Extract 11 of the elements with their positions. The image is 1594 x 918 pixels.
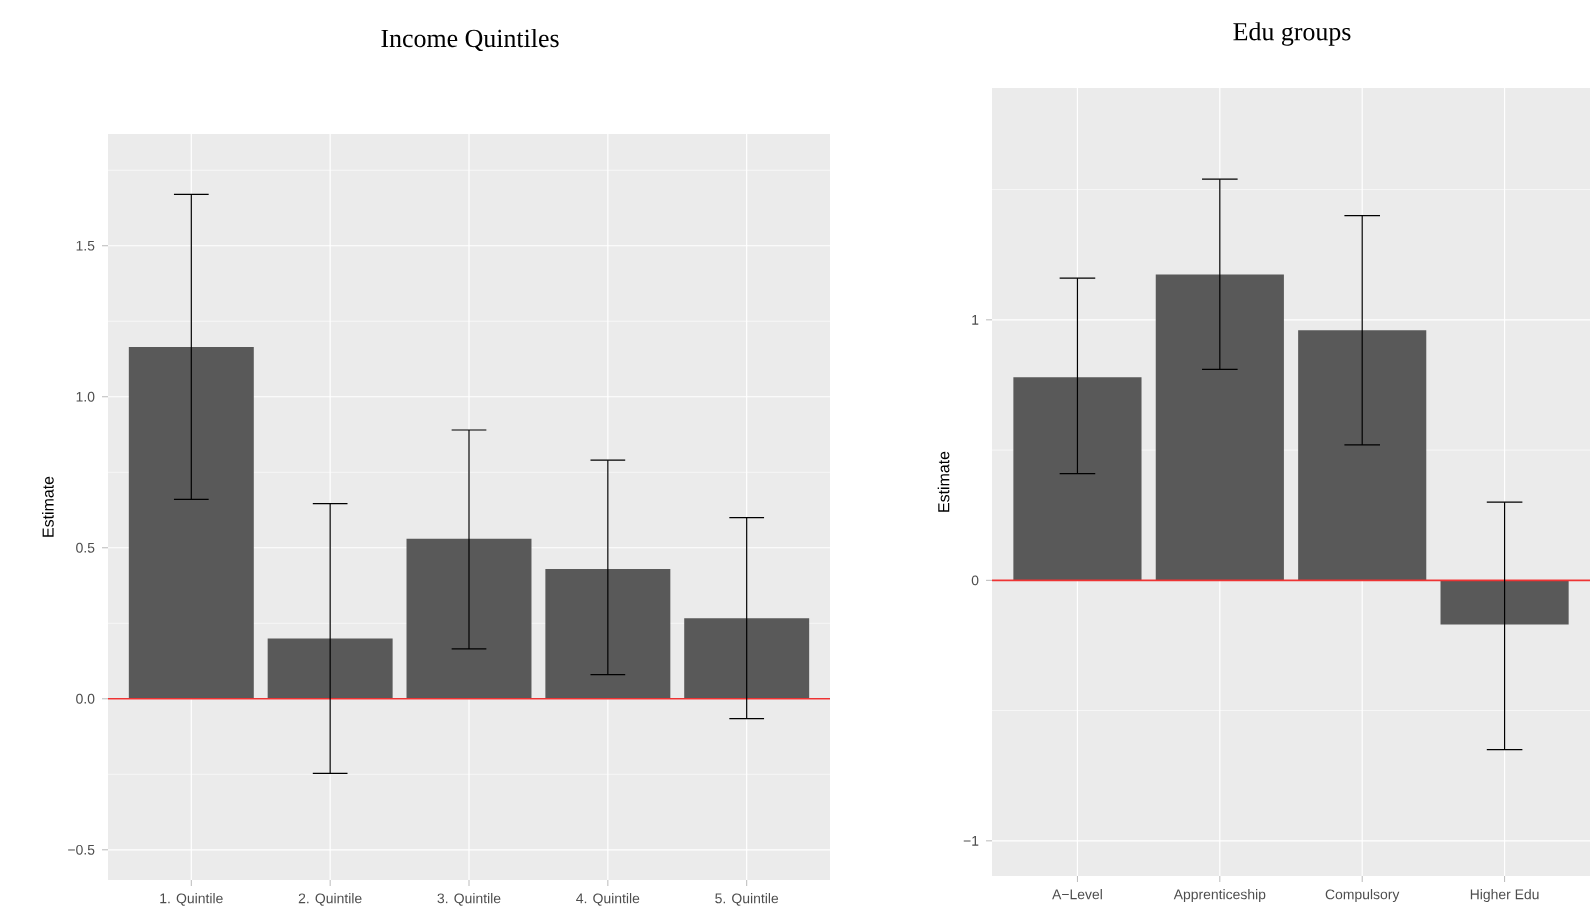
chart-title: Income Quintiles	[381, 28, 559, 52]
bar	[545, 568, 671, 699]
bar	[1298, 330, 1427, 581]
bar	[128, 346, 254, 699]
bar	[1155, 274, 1284, 581]
bar	[1440, 580, 1569, 625]
bar	[1013, 377, 1142, 581]
bar	[406, 538, 532, 699]
bar	[684, 618, 810, 699]
chart-title: Edu groups	[1233, 22, 1351, 46]
bar	[267, 638, 393, 699]
